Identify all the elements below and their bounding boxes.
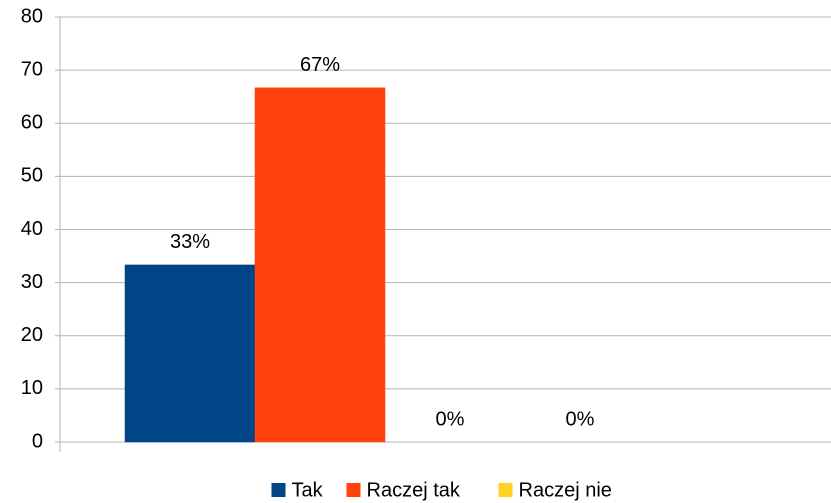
data-label: 67% xyxy=(300,54,340,76)
legend-label: Tak xyxy=(292,479,324,501)
legend-swatch xyxy=(271,483,286,497)
legend-label: Raczej tak xyxy=(367,479,461,501)
legend-swatch xyxy=(498,483,513,497)
y-tick-label: 70 xyxy=(21,58,43,80)
bar xyxy=(254,87,386,443)
bar xyxy=(124,264,256,443)
legend-swatch xyxy=(346,483,361,497)
data-label: 33% xyxy=(170,231,210,253)
y-tick-label: 20 xyxy=(21,324,43,346)
y-tick-label: 0 xyxy=(32,430,43,452)
y-tick-label: 50 xyxy=(21,165,43,187)
y-tick-label: 60 xyxy=(21,112,43,134)
data-label: 0% xyxy=(566,408,595,430)
y-tick-label: 10 xyxy=(21,377,43,399)
data-label: 0% xyxy=(436,408,465,430)
y-tick-label: 40 xyxy=(21,218,43,240)
y-tick-label: 80 xyxy=(21,5,43,27)
y-tick-label: 30 xyxy=(21,271,43,293)
legend-label: Raczej nie xyxy=(519,479,612,501)
